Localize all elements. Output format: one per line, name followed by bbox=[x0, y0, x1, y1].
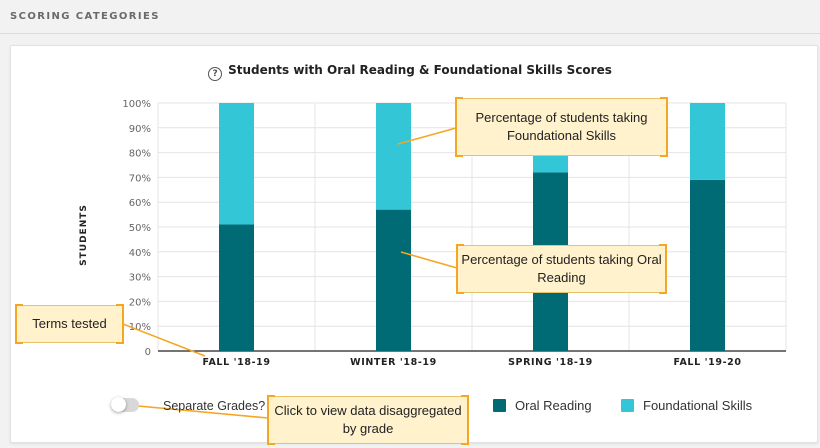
bar-foundational-skills bbox=[376, 103, 411, 210]
bar-foundational-skills bbox=[690, 103, 725, 180]
callout-leader-line bbox=[400, 251, 458, 269]
bar-oral-reading bbox=[376, 209, 411, 351]
y-tick-label: 90% bbox=[129, 124, 151, 135]
x-tick-label: WINTER '18-19 bbox=[350, 357, 437, 368]
y-tick-label: 40% bbox=[129, 248, 151, 259]
chart-title-row: ? Students with Oral Reading & Foundation… bbox=[0, 63, 820, 81]
y-tick-label: 30% bbox=[129, 273, 151, 284]
y-tick-label: 60% bbox=[129, 198, 151, 209]
callout-foundational-skills: Percentage of students taking Foundation… bbox=[455, 97, 668, 157]
chart-card bbox=[10, 45, 818, 443]
separate-grades-label: Separate Grades? bbox=[163, 399, 266, 413]
chart-title: Students with Oral Reading & Foundationa… bbox=[228, 63, 612, 77]
legend-label-foundational-skills: Foundational Skills bbox=[643, 398, 753, 413]
x-tick-label: FALL '19-20 bbox=[673, 357, 741, 368]
separate-grades-toggle[interactable] bbox=[111, 397, 139, 412]
legend-item-oral-reading: Oral Reading bbox=[493, 398, 592, 413]
y-tick-label: 20% bbox=[129, 297, 151, 308]
legend-swatch-oral-reading bbox=[493, 399, 506, 412]
callout-toggle-hint: Click to view data disaggregated by grad… bbox=[267, 395, 469, 445]
callout-oral-reading: Percentage of students taking Oral Readi… bbox=[456, 244, 667, 294]
section-title: SCORING CATEGORIES bbox=[10, 11, 160, 22]
question-circle-icon[interactable]: ? bbox=[208, 67, 223, 81]
callout-terms-tested: Terms tested bbox=[15, 304, 124, 344]
legend-swatch-foundational-skills bbox=[621, 399, 634, 412]
bar-oral-reading bbox=[690, 179, 725, 351]
x-tick-label: FALL '18-19 bbox=[202, 357, 270, 368]
legend-item-foundational-skills: Foundational Skills bbox=[621, 398, 752, 413]
legend-label-oral-reading: Oral Reading bbox=[515, 398, 592, 413]
y-tick-label: 80% bbox=[129, 149, 151, 160]
y-tick-label: 10% bbox=[129, 322, 151, 333]
callout-leader-line bbox=[122, 323, 206, 357]
bar-foundational-skills bbox=[219, 103, 254, 225]
y-tick-label: 70% bbox=[129, 173, 151, 184]
callout-leader-line bbox=[397, 127, 457, 145]
x-tick-label: SPRING '18-19 bbox=[508, 357, 593, 368]
section-divider bbox=[0, 33, 820, 34]
toggle-knob[interactable] bbox=[111, 397, 126, 412]
y-tick-label: 0 bbox=[145, 347, 151, 358]
callout-leader-line bbox=[137, 405, 269, 419]
y-tick-label: 100% bbox=[122, 99, 151, 110]
y-tick-label: 50% bbox=[129, 223, 151, 234]
bar-oral-reading bbox=[219, 224, 254, 351]
